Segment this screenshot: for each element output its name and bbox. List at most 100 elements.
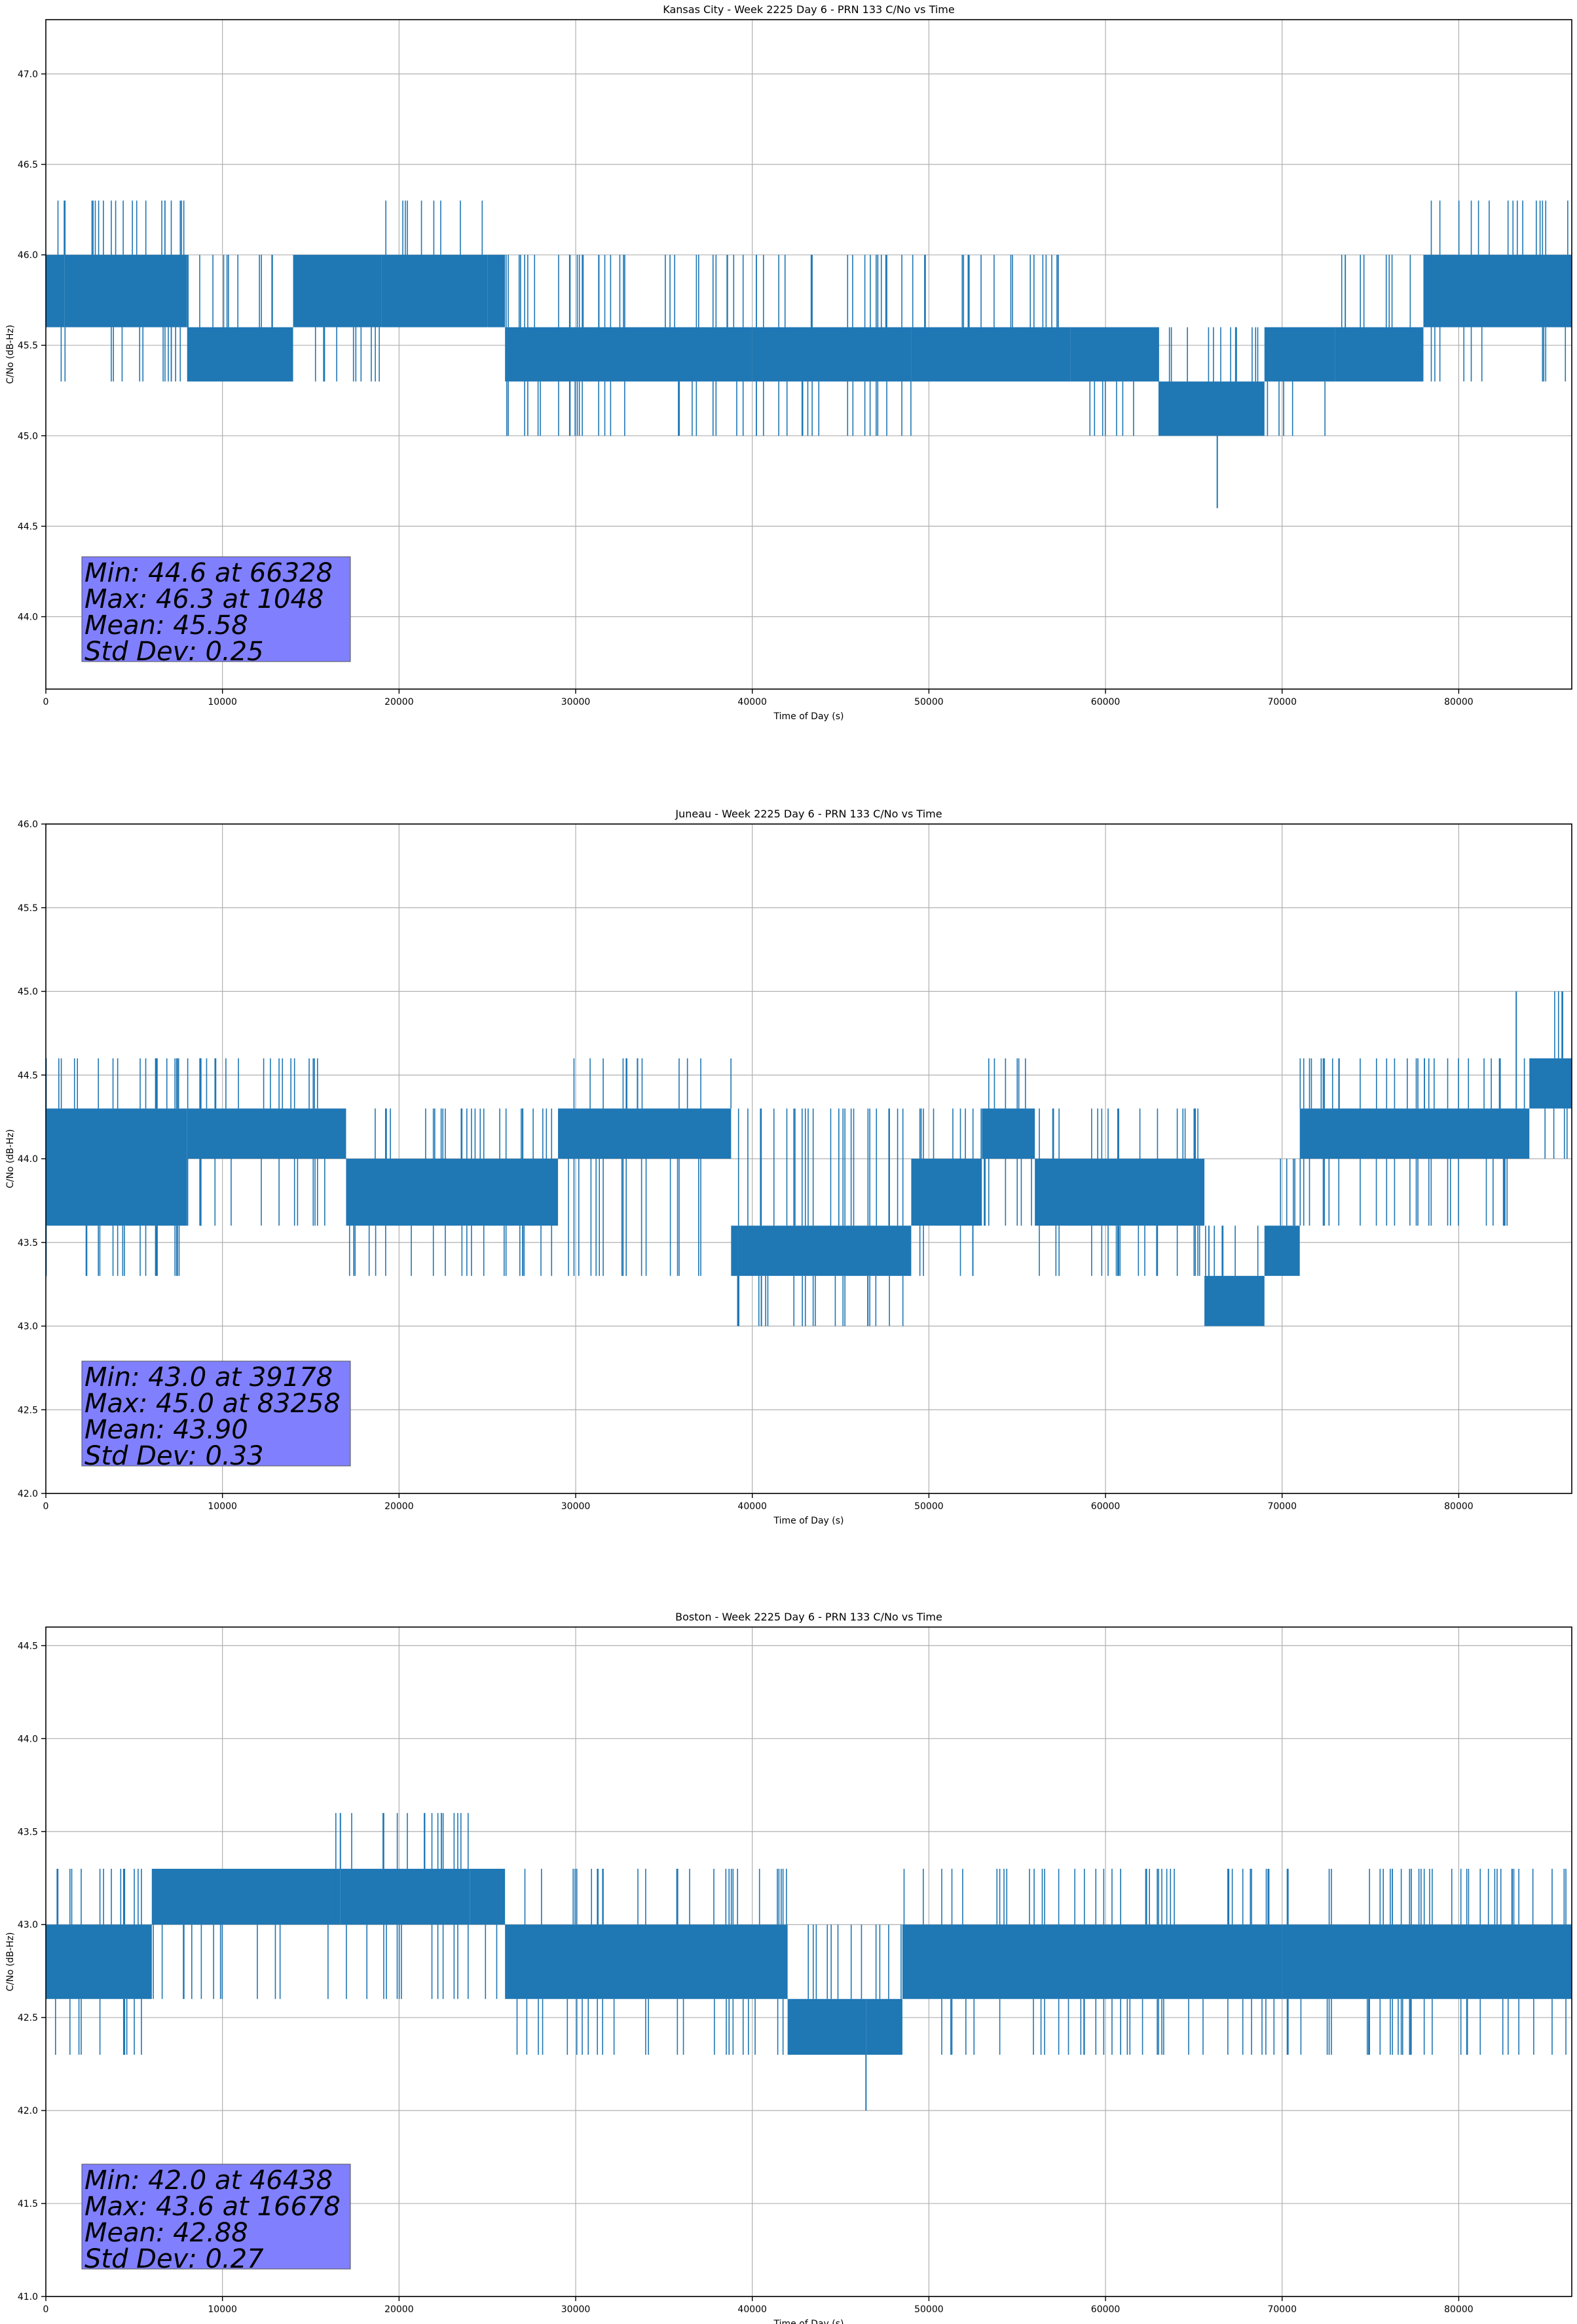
x-tick-label: 50000 [914,697,944,707]
y-tick-label: 46.0 [18,819,38,830]
x-tick-label: 20000 [384,2304,414,2315]
y-axis-label: C/No (dB-Hz) [5,1129,16,1188]
y-tick-label: 45.0 [18,431,38,441]
series-cno [46,991,1572,1326]
stats-line: Max: 43.6 at 16678 [84,2192,341,2222]
stats-line: Max: 45.0 at 83258 [84,1389,341,1419]
series-band [558,1108,732,1159]
y-tick-label: 42.5 [18,2013,38,2023]
series-band [1282,1924,1572,1999]
stats-line: Mean: 45.58 [84,610,248,641]
y-tick-label: 42.5 [18,1405,38,1415]
x-tick-label: 0 [43,1501,49,1512]
x-tick-label: 10000 [208,2304,237,2315]
y-tick-label: 43.0 [18,1920,38,1930]
series-band [866,1998,902,2055]
x-tick-label: 70000 [1267,697,1297,707]
stats-line: Min: 43.0 at 39178 [84,1362,333,1393]
y-tick-label: 43.5 [18,1238,38,1248]
series-band [505,327,752,382]
stats-line: Min: 44.6 at 66328 [84,558,333,588]
series-band [187,1108,346,1159]
x-axis-label: Time of Day (s) [773,1516,844,1526]
x-axis-label: Time of Day (s) [773,711,844,722]
series-band [982,1108,1035,1159]
series-band [293,255,382,328]
series-band [787,1998,866,2055]
y-tick-label: 44.0 [18,612,38,623]
x-tick-label: 40000 [737,1501,767,1512]
series-band [187,327,293,382]
series-band [505,1924,788,1999]
y-tick-label: 42.0 [18,2106,38,2116]
series-band [381,255,488,328]
chart-title: Kansas City - Week 2225 Day 6 - PRN 133 … [663,3,954,16]
series-cno [46,1812,1572,2111]
x-tick-label: 50000 [914,1501,944,1512]
y-tick-label: 44.5 [18,1641,38,1651]
y-tick-label: 43.5 [18,1827,38,1837]
stats-box [81,556,351,662]
x-tick-label: 30000 [561,1501,591,1512]
stats-line: Std Dev: 0.27 [84,2244,264,2274]
stats-box [81,2164,351,2270]
series-band [911,327,1071,382]
stats-line: Max: 46.3 at 1048 [84,584,324,614]
axes-frame [45,19,1572,690]
series-band [902,1924,1282,1999]
x-tick-label: 30000 [561,697,591,707]
chart-title: Boston - Week 2225 Day 6 - PRN 133 C/No … [675,1611,942,1623]
x-tick-label: 10000 [208,1501,237,1512]
stats-line: Min: 42.0 at 46438 [84,2165,333,2196]
y-tick-label: 44.0 [18,1154,38,1165]
chart-panel-1: 0 10000 20000 30000 40000 50000 60000 70000 8000… [5,3,1572,722]
series-band [1335,327,1424,382]
y-axis-label: C/No (dB-Hz) [5,1932,16,1991]
y-tick-label: 43.0 [18,1322,38,1332]
series-band [46,1924,152,1999]
x-tick-label: 10000 [208,697,237,707]
x-tick-label: 80000 [1444,2304,1474,2315]
chart-panel-2: 0 10000 20000 30000 40000 50000 60000 70000 8000… [5,808,1572,1526]
stats-line: Mean: 42.88 [84,2218,248,2248]
series-band [1264,327,1335,382]
y-tick-label: 46.0 [18,250,38,261]
series-band [328,1869,341,1925]
x-tick-label: 80000 [1444,1501,1474,1512]
chart-title: Juneau - Week 2225 Day 6 - PRN 133 C/No … [675,808,942,820]
series-band [1299,1108,1530,1159]
chart-panel-3: 0 10000 20000 30000 40000 50000 60000 70000 8000… [5,1611,1572,2324]
x-tick-label: 60000 [1091,2304,1121,2315]
x-tick-label: 20000 [384,697,414,707]
x-axis-label: Time of Day (s) [773,2319,844,2324]
series-band [46,255,65,328]
x-tick-label: 20000 [384,1501,414,1512]
y-tick-label: 44.5 [18,521,38,532]
series-band [46,1108,187,1226]
y-tick-label: 44.0 [18,1734,38,1744]
stats-line: Std Dev: 0.33 [84,1441,264,1471]
series-band [151,1869,329,1925]
series-band [737,1226,912,1276]
series-band [752,327,912,382]
x-tick-label: 80000 [1444,697,1474,707]
y-tick-label: 42.0 [18,1489,38,1499]
y-tick-label: 45.0 [18,987,38,998]
series-cno [46,200,1572,508]
x-tick-label: 50000 [914,2304,944,2315]
x-tick-label: 70000 [1267,2304,1297,2315]
y-tick-label: 41.5 [18,2199,38,2209]
series-band [1529,1058,1572,1109]
series-band [470,1869,506,1925]
series-band [731,1226,738,1276]
series-band [64,255,187,328]
stats-line: Std Dev: 0.25 [84,637,264,667]
series-band [1423,255,1572,328]
y-tick-label: 44.5 [18,1070,38,1081]
x-tick-label: 30000 [561,2304,591,2315]
x-tick-label: 60000 [1091,697,1121,707]
x-tick-label: 70000 [1267,1501,1297,1512]
series-band [1204,1275,1265,1326]
y-tick-label: 41.0 [18,2292,38,2302]
